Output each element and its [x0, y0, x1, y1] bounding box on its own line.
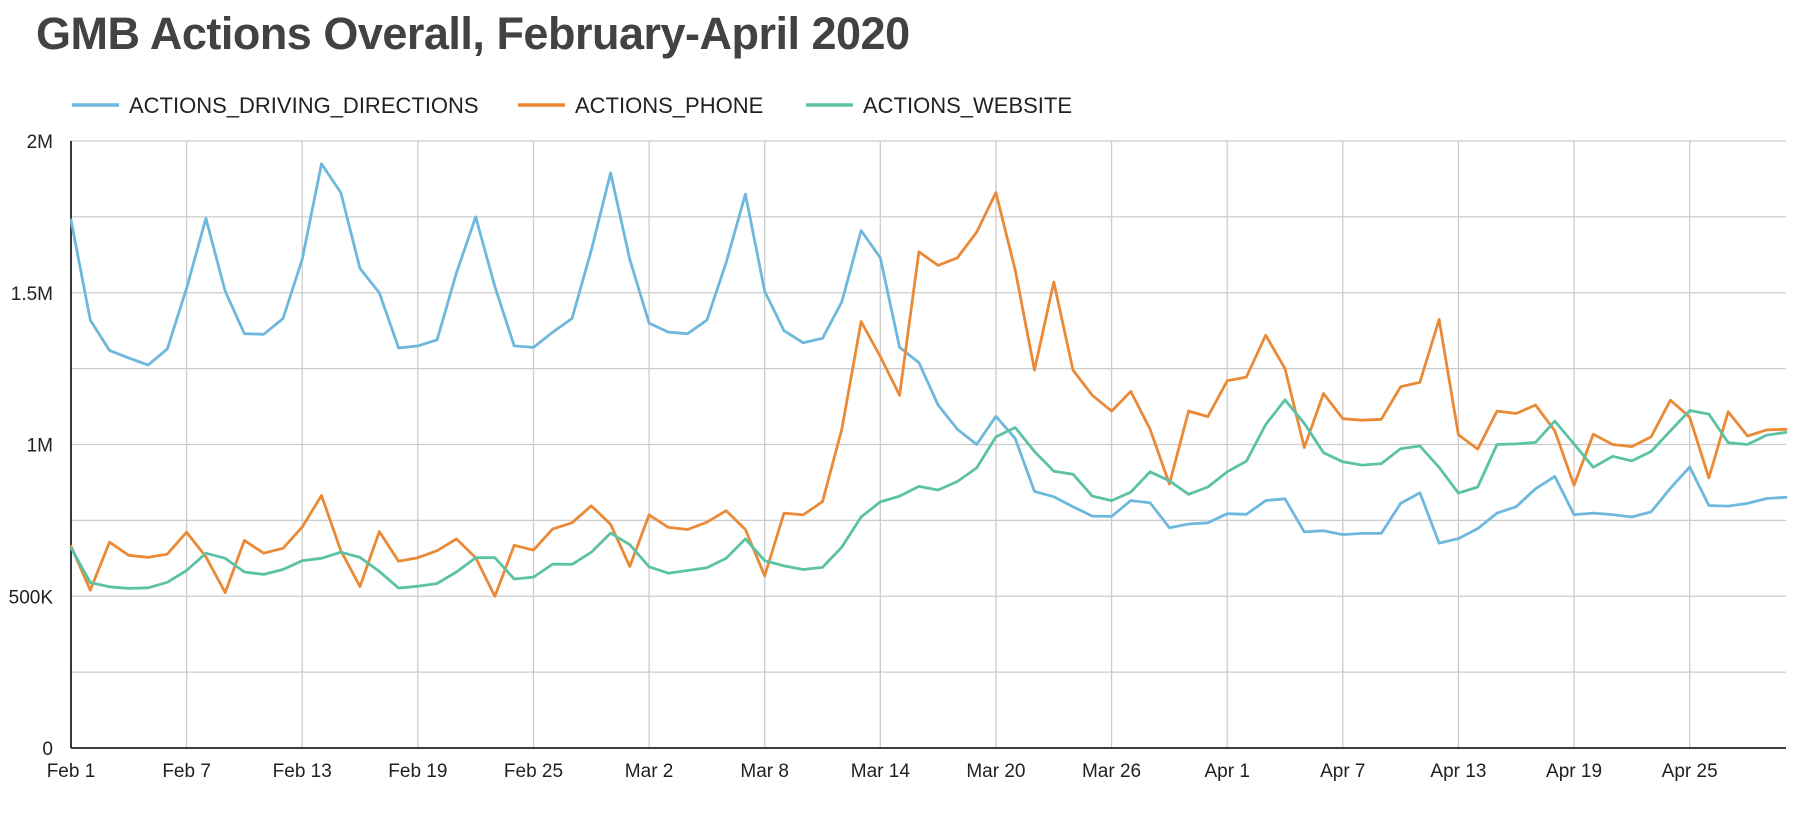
x-tick-label: Mar 26: [1082, 761, 1141, 782]
legend-label-actions-phone: ACTIONS_PHONE: [575, 93, 763, 118]
x-tick-label: Feb 13: [273, 761, 332, 782]
y-tick-label: 1.5M: [11, 284, 53, 305]
legend-label-actions-driving-directions: ACTIONS_DRIVING_DIRECTIONS: [129, 93, 479, 118]
axes: [70, 141, 1786, 749]
legend: ACTIONS_DRIVING_DIRECTIONS ACTIONS_PHONE A…: [72, 93, 1072, 118]
x-tick-label: Mar 20: [966, 761, 1025, 782]
x-tick-label: Feb 7: [162, 761, 211, 782]
chart-title: GMB Actions Overall, February-April 2020: [36, 8, 910, 59]
series-lines: [69, 162, 1788, 598]
x-tick-label: Feb 1: [47, 761, 96, 782]
series-line-actions-driving-directions: [69, 162, 1788, 545]
grid: [71, 140, 1786, 748]
x-tick-labels: Feb 1 Feb 7 Feb 13 Feb 19 Feb 25 Mar 2 Mar 8 Ma…: [47, 761, 1718, 782]
y-tick-labels: 0 500K 1M 1.5M 2M: [9, 132, 54, 760]
y-tick-label: 1M: [27, 436, 53, 457]
y-tick-label: 500K: [9, 587, 54, 608]
y-tick-label: 0: [42, 739, 53, 760]
x-tick-label: Apr 13: [1430, 761, 1486, 782]
x-tick-label: Feb 19: [388, 761, 447, 782]
x-tick-label: Apr 1: [1204, 761, 1249, 782]
x-tick-label: Apr 7: [1320, 761, 1365, 782]
x-tick-label: Mar 14: [851, 761, 911, 782]
series-line-actions-website: [69, 398, 1788, 590]
x-tick-label: Feb 25: [504, 761, 563, 782]
x-tick-label: Mar 2: [625, 761, 674, 782]
series-line-actions-phone: [69, 191, 1788, 598]
y-tick-label: 2M: [27, 132, 53, 153]
legend-label-actions-website: ACTIONS_WEBSITE: [863, 93, 1072, 118]
x-tick-label: Mar 8: [740, 761, 789, 782]
x-tick-label: Apr 19: [1546, 761, 1602, 782]
x-tick-label: Apr 25: [1662, 761, 1718, 782]
